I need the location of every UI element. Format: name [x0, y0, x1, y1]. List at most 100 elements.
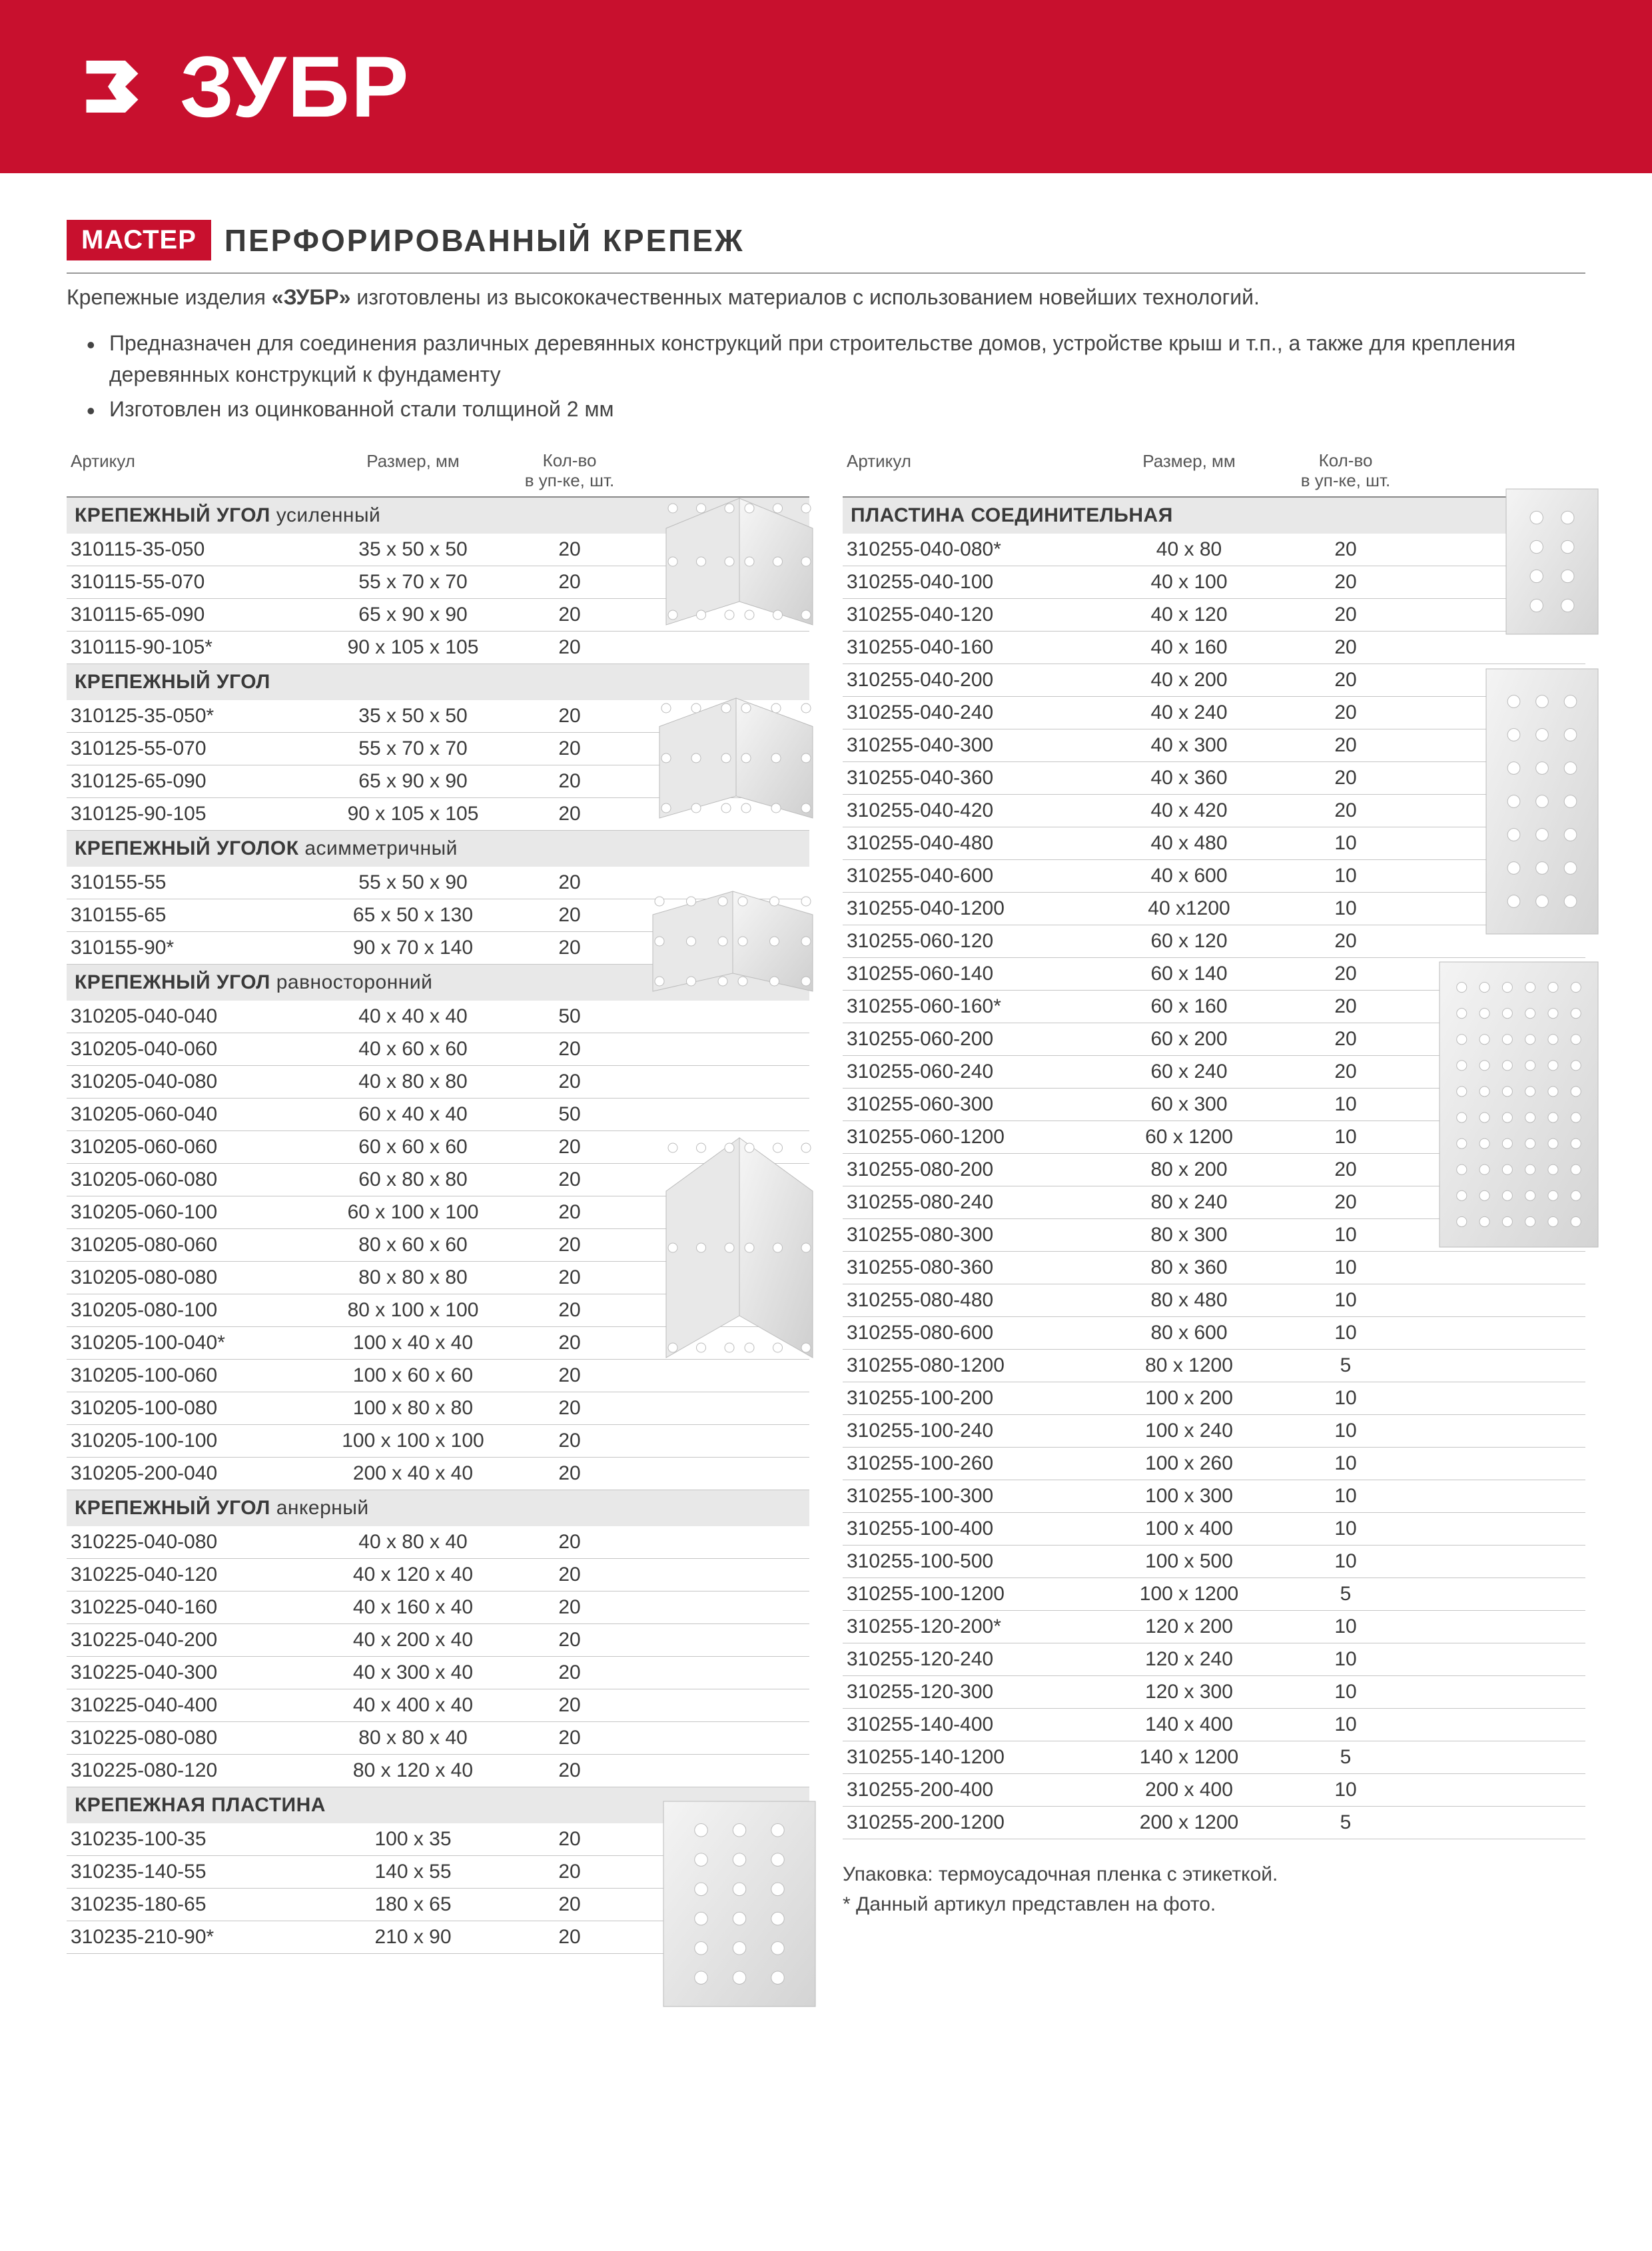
- cell-size: 40 x 100: [1089, 571, 1289, 594]
- cell-qty: 5: [1289, 1746, 1402, 1769]
- cell-article: 310255-100-260: [843, 1452, 1089, 1475]
- cell-size: 40 x 300 x 40: [313, 1661, 513, 1684]
- cell-size: 65 x 50 x 130: [313, 904, 513, 927]
- left-column: Артикул Размер, мм Кол-во в уп-ке, шт. К…: [67, 448, 809, 1954]
- cell-qty: 10: [1289, 1452, 1402, 1475]
- cell-qty: 20: [513, 705, 626, 727]
- cell-qty: 10: [1289, 1322, 1402, 1344]
- table-row: 310255-100-200100 x 20010: [843, 1382, 1585, 1415]
- cell-qty: 20: [1289, 1061, 1402, 1083]
- cell-article: 310255-080-1200: [843, 1354, 1089, 1377]
- table-row: 310205-100-080100 x 80 x 8020: [67, 1392, 809, 1425]
- cell-article: 310205-080-100: [67, 1299, 313, 1322]
- cell-size: 40 x 420: [1089, 799, 1289, 822]
- cell-article: 310255-040-300: [843, 734, 1089, 757]
- table-row: 310225-040-16040 x 160 x 4020: [67, 1591, 809, 1624]
- cell-size: 35 x 50 x 50: [313, 705, 513, 727]
- cell-article: 310255-040-480: [843, 832, 1089, 855]
- footnote-packaging: Упаковка: термоусадочная пленка с этикет…: [843, 1859, 1585, 1889]
- cell-article: 310255-060-240: [843, 1061, 1089, 1083]
- cell-size: 60 x 140: [1089, 963, 1289, 985]
- table-row: 310225-080-08080 x 80 x 4020: [67, 1722, 809, 1755]
- cell-qty: 20: [1289, 701, 1402, 724]
- cell-qty: 20: [513, 1038, 626, 1061]
- cell-size: 40 x 400 x 40: [313, 1694, 513, 1717]
- cell-article: 310255-040-360: [843, 767, 1089, 789]
- table-row: 310255-040-24040 x 24020: [843, 697, 1585, 729]
- cell-qty: 10: [1289, 1256, 1402, 1279]
- cell-article: 310255-080-480: [843, 1289, 1089, 1312]
- cell-qty: 20: [513, 1694, 626, 1717]
- cell-article: 310115-55-070: [67, 571, 313, 594]
- cell-article: 310155-90*: [67, 937, 313, 959]
- cell-article: 310205-040-080: [67, 1071, 313, 1093]
- cell-size: 90 x 70 x 140: [313, 937, 513, 959]
- cell-size: 100 x 200: [1089, 1387, 1289, 1410]
- table-row: 310255-120-240120 x 24010: [843, 1643, 1585, 1676]
- cell-article: 310235-180-65: [67, 1893, 313, 1916]
- logo-icon: [73, 43, 160, 130]
- cell-size: 80 x 120 x 40: [313, 1759, 513, 1782]
- cell-article: 310255-100-400: [843, 1518, 1089, 1540]
- cell-qty: 20: [1289, 1158, 1402, 1181]
- cell-qty: 20: [1289, 1191, 1402, 1214]
- product-illustration: [1485, 668, 1599, 938]
- table-row: 310205-100-100100 x 100 x 10020: [67, 1425, 809, 1458]
- table-row: 310205-040-08040 x 80 x 8020: [67, 1066, 809, 1099]
- right-column: Артикул Размер, мм Кол-во в уп-ке, шт. П…: [843, 448, 1585, 1954]
- cell-size: 100 x 40 x 40: [313, 1332, 513, 1354]
- cell-article: 310255-040-600: [843, 865, 1089, 887]
- content-area: МАСТЕР ПЕРФОРИРОВАННЫЙ КРЕПЕЖ Крепежные …: [0, 173, 1652, 1994]
- cell-article: 310235-100-35: [67, 1828, 313, 1851]
- cell-size: 40 x 200: [1089, 669, 1289, 691]
- cell-article: 310255-080-360: [843, 1256, 1089, 1279]
- cell-size: 55 x 70 x 70: [313, 571, 513, 594]
- cell-size: 100 x 80 x 80: [313, 1397, 513, 1420]
- product-illustration: [656, 695, 816, 825]
- cell-qty: 20: [1289, 767, 1402, 789]
- cell-article: 310205-080-080: [67, 1266, 313, 1289]
- cell-article: 310115-90-105*: [67, 636, 313, 659]
- cell-qty: 10: [1289, 897, 1402, 920]
- cell-article: 310225-040-080: [67, 1531, 313, 1554]
- header-band: ЗУБР: [0, 0, 1652, 173]
- table-row: 310255-120-300120 x 30010: [843, 1676, 1585, 1709]
- product-illustration: [1439, 961, 1599, 1251]
- series-badge: МАСТЕР: [67, 220, 211, 260]
- cell-size: 40 x 200 x 40: [313, 1629, 513, 1651]
- cell-article: 310225-040-160: [67, 1596, 313, 1619]
- cell-qty: 20: [513, 1893, 626, 1916]
- column-header-right: Артикул Размер, мм Кол-во в уп-ке, шт.: [843, 448, 1585, 498]
- cell-size: 60 x 120: [1089, 930, 1289, 953]
- cell-size: 80 x 1200: [1089, 1354, 1289, 1377]
- table-row: 310255-140-400140 x 40010: [843, 1709, 1585, 1741]
- product-image: [1439, 961, 1599, 1248]
- title-divider: [67, 272, 1585, 274]
- cell-article: 310235-140-55: [67, 1861, 313, 1883]
- cell-article: 310255-060-1200: [843, 1126, 1089, 1148]
- cell-article: 310205-040-060: [67, 1038, 313, 1061]
- cell-qty: 20: [513, 904, 626, 927]
- cell-qty: 20: [513, 937, 626, 959]
- table-row: 310255-040-36040 x 36020: [843, 762, 1585, 795]
- cell-article: 310255-100-300: [843, 1485, 1089, 1508]
- product-image: [663, 495, 816, 628]
- cell-article: 310205-100-040*: [67, 1332, 313, 1354]
- cell-qty: 20: [1289, 571, 1402, 594]
- cell-qty: 20: [513, 871, 626, 894]
- cell-qty: 10: [1289, 832, 1402, 855]
- cell-qty: 20: [1289, 930, 1402, 953]
- cell-qty: 20: [1289, 636, 1402, 659]
- cell-qty: 20: [513, 1397, 626, 1420]
- header-article: Артикул: [843, 451, 1089, 491]
- cell-qty: 20: [513, 803, 626, 825]
- cell-size: 40 x 160 x 40: [313, 1596, 513, 1619]
- cell-size: 80 x 100 x 100: [313, 1299, 513, 1322]
- cell-size: 65 x 90 x 90: [313, 604, 513, 626]
- product-illustration: [649, 888, 816, 998]
- cell-article: 310255-060-200: [843, 1028, 1089, 1051]
- cell-article: 310205-100-100: [67, 1430, 313, 1452]
- cell-size: 40 x 120 x 40: [313, 1564, 513, 1586]
- table-row: 310255-040-12040 x 12020: [843, 599, 1585, 632]
- cell-qty: 20: [513, 1430, 626, 1452]
